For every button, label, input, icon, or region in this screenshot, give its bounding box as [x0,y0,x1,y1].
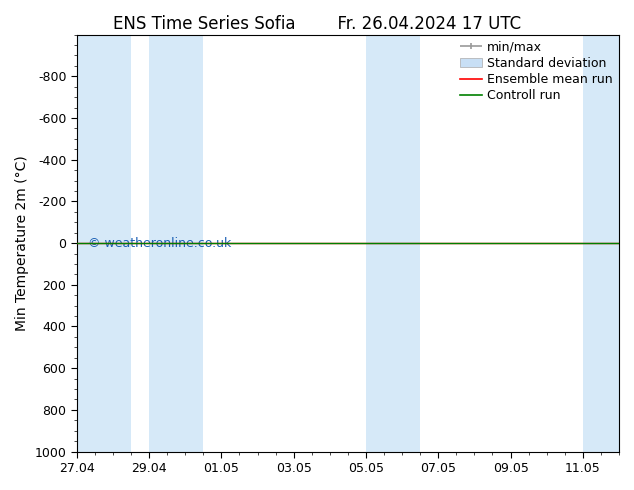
Text: ENS Time Series Sofia        Fr. 26.04.2024 17 UTC: ENS Time Series Sofia Fr. 26.04.2024 17 … [113,15,521,33]
Legend: min/max, Standard deviation, Ensemble mean run, Controll run: min/max, Standard deviation, Ensemble me… [457,38,615,105]
Text: © weatheronline.co.uk: © weatheronline.co.uk [87,237,231,249]
Bar [583,35,619,452]
Y-axis label: Min Temperature 2m (°C): Min Temperature 2m (°C) [15,155,29,331]
Bar [77,35,131,452]
Bar [366,35,420,452]
Bar [149,35,204,452]
